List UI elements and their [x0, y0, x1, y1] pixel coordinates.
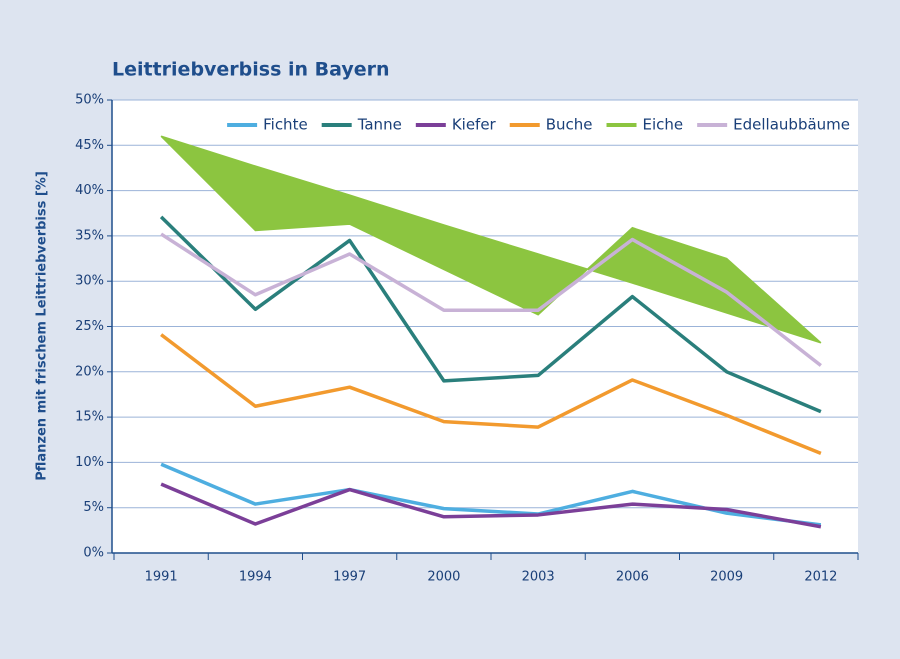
- legend-label: Tanne: [357, 116, 402, 134]
- band-area: [160, 135, 822, 344]
- legend-label: Eiche: [643, 116, 684, 134]
- legend-label: Fichte: [263, 116, 308, 134]
- y-tick-label: 0%: [83, 546, 104, 561]
- x-tick-label: 1997: [333, 570, 366, 585]
- x-tick-label: 1994: [239, 570, 272, 585]
- y-axis-label: Pflanzen mit frischem Leittriebverbiss […: [35, 171, 50, 481]
- x-tick-label: 2000: [427, 570, 460, 585]
- y-tick-label: 10%: [75, 455, 104, 470]
- y-tick-label: 30%: [75, 274, 104, 289]
- y-tick-label: 50%: [75, 93, 104, 108]
- legend-label: Buche: [546, 116, 593, 134]
- x-tick-label: 2012: [804, 570, 837, 585]
- x-tick-label: 2003: [522, 570, 555, 585]
- series-line: [160, 333, 822, 455]
- chart-title: Leittriebverbiss in Bayern: [112, 59, 390, 81]
- series-line: [159, 215, 822, 414]
- y-tick-label: 35%: [75, 228, 104, 243]
- legend-label: Edellaubbäume: [733, 116, 850, 134]
- series-line: [160, 232, 822, 367]
- legend-label: Kiefer: [452, 116, 497, 134]
- y-tick-label: 40%: [75, 183, 104, 198]
- x-tick-label: 2009: [710, 570, 743, 585]
- y-tick-label: 15%: [75, 410, 104, 425]
- y-tick-label: 25%: [75, 319, 104, 334]
- y-tick-label: 45%: [75, 138, 104, 153]
- series-line: [160, 482, 822, 529]
- x-tick-label: 1991: [145, 570, 178, 585]
- y-tick-label: 5%: [83, 500, 104, 515]
- y-tick-label: 20%: [75, 364, 104, 379]
- x-tick-label: 2006: [616, 570, 649, 585]
